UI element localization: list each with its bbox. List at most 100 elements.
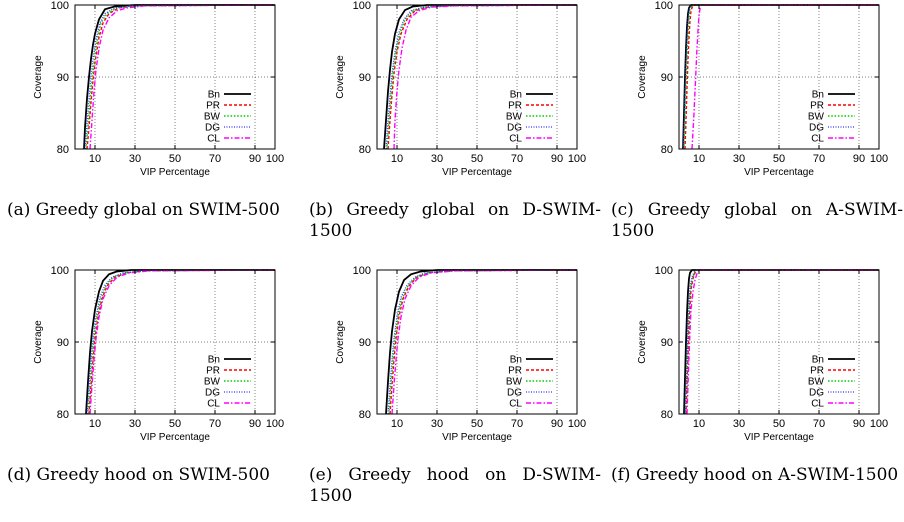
line-chart: 10 30 50 70 90 100 80 90 100 VIP Percentage Covera… (335, 0, 586, 178)
legend-label-bw: BW (204, 112, 221, 123)
line-chart: 10 30 50 70 90 100 80 90 100 VIP Percentage Covera… (33, 265, 284, 443)
x-tick-label: 10 (89, 418, 101, 430)
x-tick-label: 30 (733, 153, 745, 165)
series-line-bn (83, 4, 275, 149)
y-tick-label: 90 (57, 337, 69, 349)
y-axis-label: Coverage (33, 320, 44, 364)
legend-label-dg: DG (809, 388, 824, 399)
y-tick-label: 100 (51, 265, 69, 277)
legend-label-dg: DG (507, 388, 522, 399)
subfigure-caption: (f) Greedy hood on A-SWIM-1500 (611, 465, 899, 485)
series-line-cl (89, 269, 275, 414)
x-tick-label: 50 (471, 418, 483, 430)
legend-label-bn: Bn (510, 355, 522, 366)
x-axis-label: VIP Percentage (442, 167, 512, 178)
x-tick-label: 30 (129, 153, 141, 165)
legend-label-dg: DG (507, 123, 522, 134)
legend-label-pr: PR (810, 366, 824, 377)
x-tick-label: 30 (431, 418, 443, 430)
series-line-bw (85, 4, 275, 149)
subfigure-caption: (b) Greedy global on D-SWIM-1500 (309, 200, 601, 241)
y-axis-label: Coverage (637, 55, 648, 99)
x-tick-label: 70 (813, 418, 825, 430)
y-axis-label: Coverage (335, 55, 346, 99)
subfigure-caption: (a) Greedy global on SWIM-500 (7, 200, 280, 220)
subfigure-caption: (e) Greedy hood on D-SWIM-1500 (309, 465, 601, 506)
x-tick-label: 10 (89, 153, 101, 165)
grid-lines (75, 270, 275, 414)
legend-label-cl: CL (207, 399, 220, 410)
x-tick-label: 70 (511, 153, 523, 165)
x-tick-label: 90 (853, 418, 865, 430)
legend-label-bw: BW (506, 377, 523, 388)
y-tick-label: 80 (57, 409, 69, 421)
x-tick-label: 10 (391, 418, 403, 430)
chart-panel-b: 10 30 50 70 90 100 80 90 100 VIP Percentage Covera… (302, 0, 602, 257)
x-tick-label: 30 (129, 418, 141, 430)
y-tick-label: 100 (655, 265, 673, 277)
subfigure-caption: (d) Greedy hood on SWIM-500 (7, 465, 270, 485)
series-group (85, 269, 275, 414)
x-tick-label: 100 (870, 153, 888, 165)
series-group (682, 4, 879, 149)
legend-label-bn: Bn (812, 90, 824, 101)
grid-lines (679, 270, 879, 414)
y-tick-label: 90 (661, 337, 673, 349)
line-chart: 10 30 50 70 90 100 80 90 100 VIP Percentage Covera… (335, 265, 586, 443)
x-tick-label: 30 (431, 153, 443, 165)
legend-label-bn: Bn (510, 90, 522, 101)
x-tick-label: 90 (249, 153, 261, 165)
series-group (683, 269, 879, 414)
y-tick-label: 80 (57, 144, 69, 156)
line-chart: 10 30 50 70 90 100 80 90 100 VIP Percentage Covera… (637, 265, 888, 443)
legend-label-bw: BW (808, 112, 825, 123)
legend-label-cl: CL (811, 399, 824, 410)
y-axis-label: Coverage (335, 320, 346, 364)
x-tick-label: 50 (169, 418, 181, 430)
series-line-bw (87, 269, 275, 414)
legend-label-cl: CL (811, 134, 824, 145)
x-axis-label: VIP Percentage (442, 432, 512, 443)
series-line-dg (86, 269, 275, 414)
legend-label-pr: PR (508, 366, 522, 377)
legend-label-pr: PR (508, 101, 522, 112)
legend-label-bw: BW (506, 112, 523, 123)
y-tick-label: 90 (57, 72, 69, 84)
legend-label-bn: Bn (208, 355, 220, 366)
x-tick-label: 50 (773, 418, 785, 430)
legend-label-bn: Bn (812, 355, 824, 366)
x-tick-label: 90 (551, 418, 563, 430)
series-line-bn (683, 269, 879, 414)
line-chart: 10 30 50 70 90 100 80 90 100 VIP Percentage Covera… (33, 0, 284, 178)
x-axis-label: VIP Percentage (744, 167, 814, 178)
line-chart: 10 30 50 70 90 100 80 90 100 VIP Percentage Covera… (637, 0, 888, 178)
y-tick-label: 90 (359, 72, 371, 84)
series-line-cl (393, 4, 577, 149)
series-line-pr (684, 4, 879, 149)
grid-lines (377, 270, 577, 414)
x-tick-label: 70 (813, 153, 825, 165)
x-tick-label: 10 (693, 418, 705, 430)
x-tick-label: 10 (391, 153, 403, 165)
legend-label-cl: CL (509, 134, 522, 145)
series-line-bn (85, 269, 275, 414)
series-line-cl (89, 4, 275, 149)
legend-label-bw: BW (808, 377, 825, 388)
y-tick-label: 100 (353, 265, 371, 277)
x-tick-label: 100 (266, 153, 284, 165)
legend-label-dg: DG (809, 123, 824, 134)
x-tick-label: 90 (551, 153, 563, 165)
y-tick-label: 100 (353, 0, 371, 12)
chart-panel-c: 10 30 50 70 90 100 80 90 100 VIP Percentage Covera… (604, 0, 904, 257)
y-tick-label: 80 (359, 144, 371, 156)
legend-label-pr: PR (810, 101, 824, 112)
chart-panel-f: 10 30 50 70 90 100 80 90 100 VIP Percentage Covera… (604, 265, 904, 522)
x-tick-label: 50 (773, 153, 785, 165)
y-tick-label: 100 (655, 0, 673, 12)
